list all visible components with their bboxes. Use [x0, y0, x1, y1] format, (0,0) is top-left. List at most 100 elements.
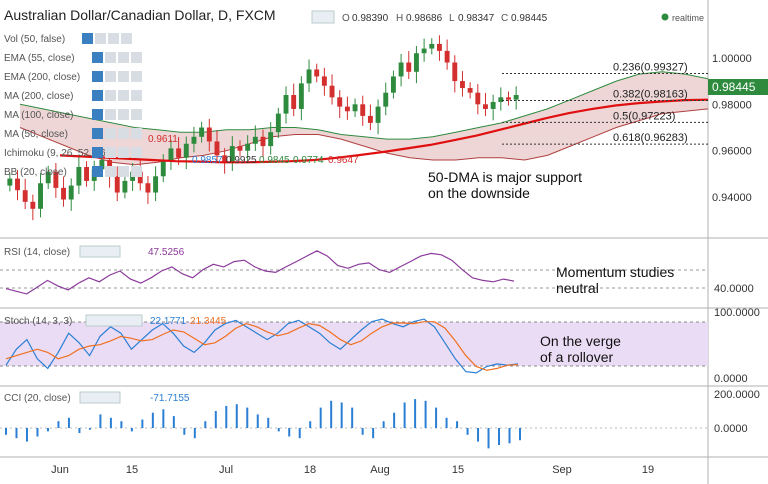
candle-body: [199, 127, 205, 137]
indicator-add-icon[interactable]: [118, 128, 129, 139]
indicator-eye-icon[interactable]: [92, 128, 103, 139]
indicator-add-icon[interactable]: [108, 33, 119, 44]
candle-body: [176, 148, 182, 158]
candle-body: [360, 104, 366, 116]
cci-bar: [309, 421, 312, 428]
indicator-add-icon[interactable]: [118, 71, 129, 82]
indicator-settings-icon[interactable]: [105, 71, 116, 82]
candle-body: [460, 81, 465, 89]
ichimoku-value-5: 0.9774: [293, 155, 324, 166]
indicator-add-icon[interactable]: [118, 166, 129, 177]
cci-settings-button[interactable]: [79, 391, 121, 404]
indicator-add-icon[interactable]: [118, 52, 129, 63]
candle-body: [452, 62, 458, 82]
cci-bar: [277, 428, 280, 432]
indicator-settings-icon[interactable]: [105, 166, 116, 177]
stoch-d-value: 21.3445: [190, 316, 227, 327]
cci-bar: [456, 421, 459, 428]
indicator-eye-icon[interactable]: [92, 90, 103, 101]
indicator-close-icon[interactable]: [131, 52, 142, 63]
indicator-eye-icon[interactable]: [92, 52, 103, 63]
indicator-add-icon[interactable]: [118, 147, 129, 158]
candle-body: [398, 62, 404, 77]
annotation-rsi-line2: neutral: [556, 280, 599, 296]
candle-body: [206, 127, 212, 142]
candle-body: [475, 92, 481, 105]
indicator-close-icon[interactable]: [131, 128, 142, 139]
price-axis-tick: 0.96000: [712, 146, 752, 158]
candle-body: [229, 146, 235, 163]
indicator-settings-icon[interactable]: [105, 90, 116, 101]
rsi-axis-tick: 40.0000: [714, 283, 754, 295]
candle-body: [490, 101, 496, 109]
indicator-add-icon[interactable]: [118, 109, 129, 120]
open-label: O: [342, 13, 350, 24]
indicator-add-icon[interactable]: [118, 90, 129, 101]
candle-body: [513, 95, 519, 100]
fib-level-label: 0.5(0.97223): [613, 110, 675, 122]
candle-body: [298, 83, 304, 109]
candle-body: [183, 143, 189, 158]
indicator-eye-icon[interactable]: [92, 166, 103, 177]
annotation-stoch-line2: of a rollover: [540, 349, 613, 365]
rsi-label: RSI (14, close): [4, 247, 70, 258]
indicator-close-icon[interactable]: [131, 109, 142, 120]
stoch-settings-button[interactable]: [85, 314, 143, 327]
cci-bar: [172, 416, 175, 428]
cci-bar: [57, 421, 60, 428]
indicator-close-icon[interactable]: [131, 90, 142, 101]
cci-bar: [151, 412, 154, 428]
cci-bar: [372, 428, 375, 439]
candle-body: [467, 88, 473, 93]
candle-body: [352, 104, 358, 112]
indicator-eye-icon[interactable]: [92, 109, 103, 120]
candle-body: [7, 178, 13, 186]
stoch-axis-top: 100.0000: [714, 307, 760, 319]
cci-bar: [120, 421, 123, 428]
candle-body: [252, 136, 258, 144]
ichimoku-value-4: 0.9845: [259, 155, 290, 166]
symbol-title: Australian Dollar/Canadian Dollar, D, FX…: [4, 7, 276, 23]
fib-level-label: 0.618(0.96283): [613, 132, 688, 144]
candle-body: [375, 106, 381, 123]
cci-bar: [340, 402, 343, 428]
candle-body: [275, 113, 281, 133]
cci-bar: [99, 414, 102, 428]
cci-bar: [78, 428, 81, 434]
candle-body: [30, 201, 36, 209]
ichimoku-value-3: 0.9925: [226, 155, 257, 166]
candle-body: [268, 132, 274, 147]
rsi-line: [5, 250, 515, 295]
indicator-settings-icon[interactable]: [95, 33, 106, 44]
indicator-eye-icon[interactable]: [82, 33, 93, 44]
chart-settings-button[interactable]: [311, 10, 335, 24]
indicator-settings-icon[interactable]: [105, 109, 116, 120]
indicator-close-icon[interactable]: [121, 33, 132, 44]
cloud-span-b-line: [19, 108, 709, 166]
candle-body: [114, 176, 120, 193]
candle-body: [260, 136, 266, 147]
indicator-label: MA (200, close): [4, 91, 73, 102]
time-axis-tick: Aug: [370, 464, 390, 476]
indicator-close-icon[interactable]: [131, 71, 142, 82]
cci-bar: [487, 428, 490, 449]
open-value: 0.98390: [352, 13, 389, 24]
cci-bar: [162, 409, 165, 428]
candle-body: [367, 115, 373, 123]
candle-body: [22, 190, 28, 202]
indicator-settings-icon[interactable]: [105, 128, 116, 139]
indicator-settings-icon[interactable]: [105, 52, 116, 63]
indicator-close-icon[interactable]: [131, 166, 142, 177]
stoch-axis-bottom: 0.0000: [714, 373, 748, 385]
cci-bar: [204, 421, 207, 428]
rsi-settings-button[interactable]: [79, 245, 121, 258]
stoch-k-line: [5, 318, 519, 374]
indicator-eye-icon[interactable]: [92, 147, 103, 158]
high-value: 0.98686: [406, 13, 443, 24]
indicator-label: MA (100, close): [4, 110, 73, 121]
indicator-settings-icon[interactable]: [105, 147, 116, 158]
cci-bar: [214, 411, 217, 428]
indicator-eye-icon[interactable]: [92, 71, 103, 82]
indicator-close-icon[interactable]: [131, 147, 142, 158]
